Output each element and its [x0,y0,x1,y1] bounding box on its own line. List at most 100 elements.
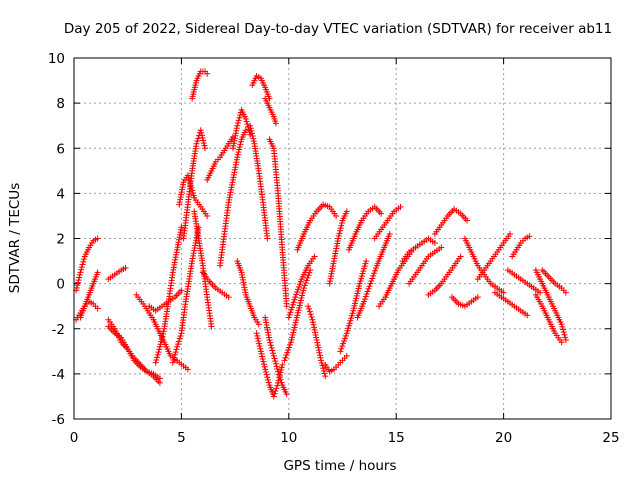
data-point [208,323,215,330]
data-point [369,275,376,282]
data-point [248,127,255,134]
data-point [359,270,366,277]
data-point [170,356,177,363]
data-point [254,332,261,339]
data-point [247,122,254,129]
data-point [318,359,325,366]
data-point [193,140,200,147]
data-point [320,365,327,372]
data-point [204,212,211,219]
data-point [291,296,298,303]
data-point [360,265,367,272]
data-point [397,203,404,210]
data-point [237,138,244,145]
data-point [270,393,277,400]
data-points [73,68,569,400]
data-point [190,192,197,199]
data-point [173,346,180,353]
data-point [249,133,256,140]
data-point [258,350,265,357]
data-point [287,341,294,348]
data-point [256,343,263,350]
data-point [76,271,83,278]
data-point [184,172,191,179]
data-point [524,312,531,319]
data-point [372,265,379,272]
data-point [236,114,243,121]
data-point [292,294,299,301]
data-point [305,272,312,279]
axis-ticks: 0 5 10 15 20 25 -6 -4 -2 0 2 4 6 8 10 [48,51,620,446]
data-point [337,225,344,232]
data-point [296,281,303,288]
data-point [184,366,191,373]
data-point [202,145,209,152]
data-point [348,315,355,322]
data-point [78,264,85,271]
data-point [235,117,242,124]
data-point [153,356,160,363]
x-tick-label: 5 [177,430,186,446]
data-point [262,366,269,373]
data-point [272,360,279,367]
data-point [314,339,321,346]
data-point [358,273,365,280]
data-point [371,270,378,277]
data-point [287,309,294,316]
data-point [157,341,164,348]
data-point [562,334,569,341]
data-point [154,354,161,361]
data-point [344,327,351,334]
data-point [310,321,317,328]
data-point [282,354,289,361]
x-tick-label: 20 [495,430,512,446]
data-point [317,354,324,361]
data-point [307,311,314,318]
data-point [338,345,345,352]
data-point [171,354,178,361]
data-point [386,230,393,237]
data-point [284,349,291,356]
data-point [346,320,353,327]
data-point [269,347,276,354]
data-point [274,382,281,389]
data-point [347,317,354,324]
data-point [94,305,101,312]
y-tick-label: 2 [56,232,65,248]
x-tick-label: 15 [388,430,405,446]
data-point [255,321,262,328]
data-point [340,340,347,347]
data-point [155,349,162,356]
data-point [268,344,275,351]
x-tick-label: 10 [280,430,297,446]
data-point [172,349,179,356]
data-point [273,385,280,392]
data-point [507,230,514,237]
data-point [500,289,507,296]
data-point [311,253,318,260]
data-point [156,346,163,353]
data-point [301,282,308,289]
grid-lines [74,58,611,419]
data-point [303,277,310,284]
data-point [260,361,267,368]
data-point [81,256,88,263]
data-point [242,127,249,134]
y-tick-label: 0 [56,277,65,293]
data-point [289,301,296,308]
data-point [283,303,290,310]
data-point [438,244,445,251]
data-point [349,310,356,317]
data-point [171,351,178,358]
data-point [365,285,372,292]
data-point [304,274,311,281]
data-point [234,151,241,158]
data-point [366,283,373,290]
data-point [261,363,268,370]
data-point [259,356,266,363]
data-point [356,280,363,287]
data-point [237,141,244,148]
data-point [345,322,352,329]
data-point [198,129,205,136]
data-point [363,290,370,297]
